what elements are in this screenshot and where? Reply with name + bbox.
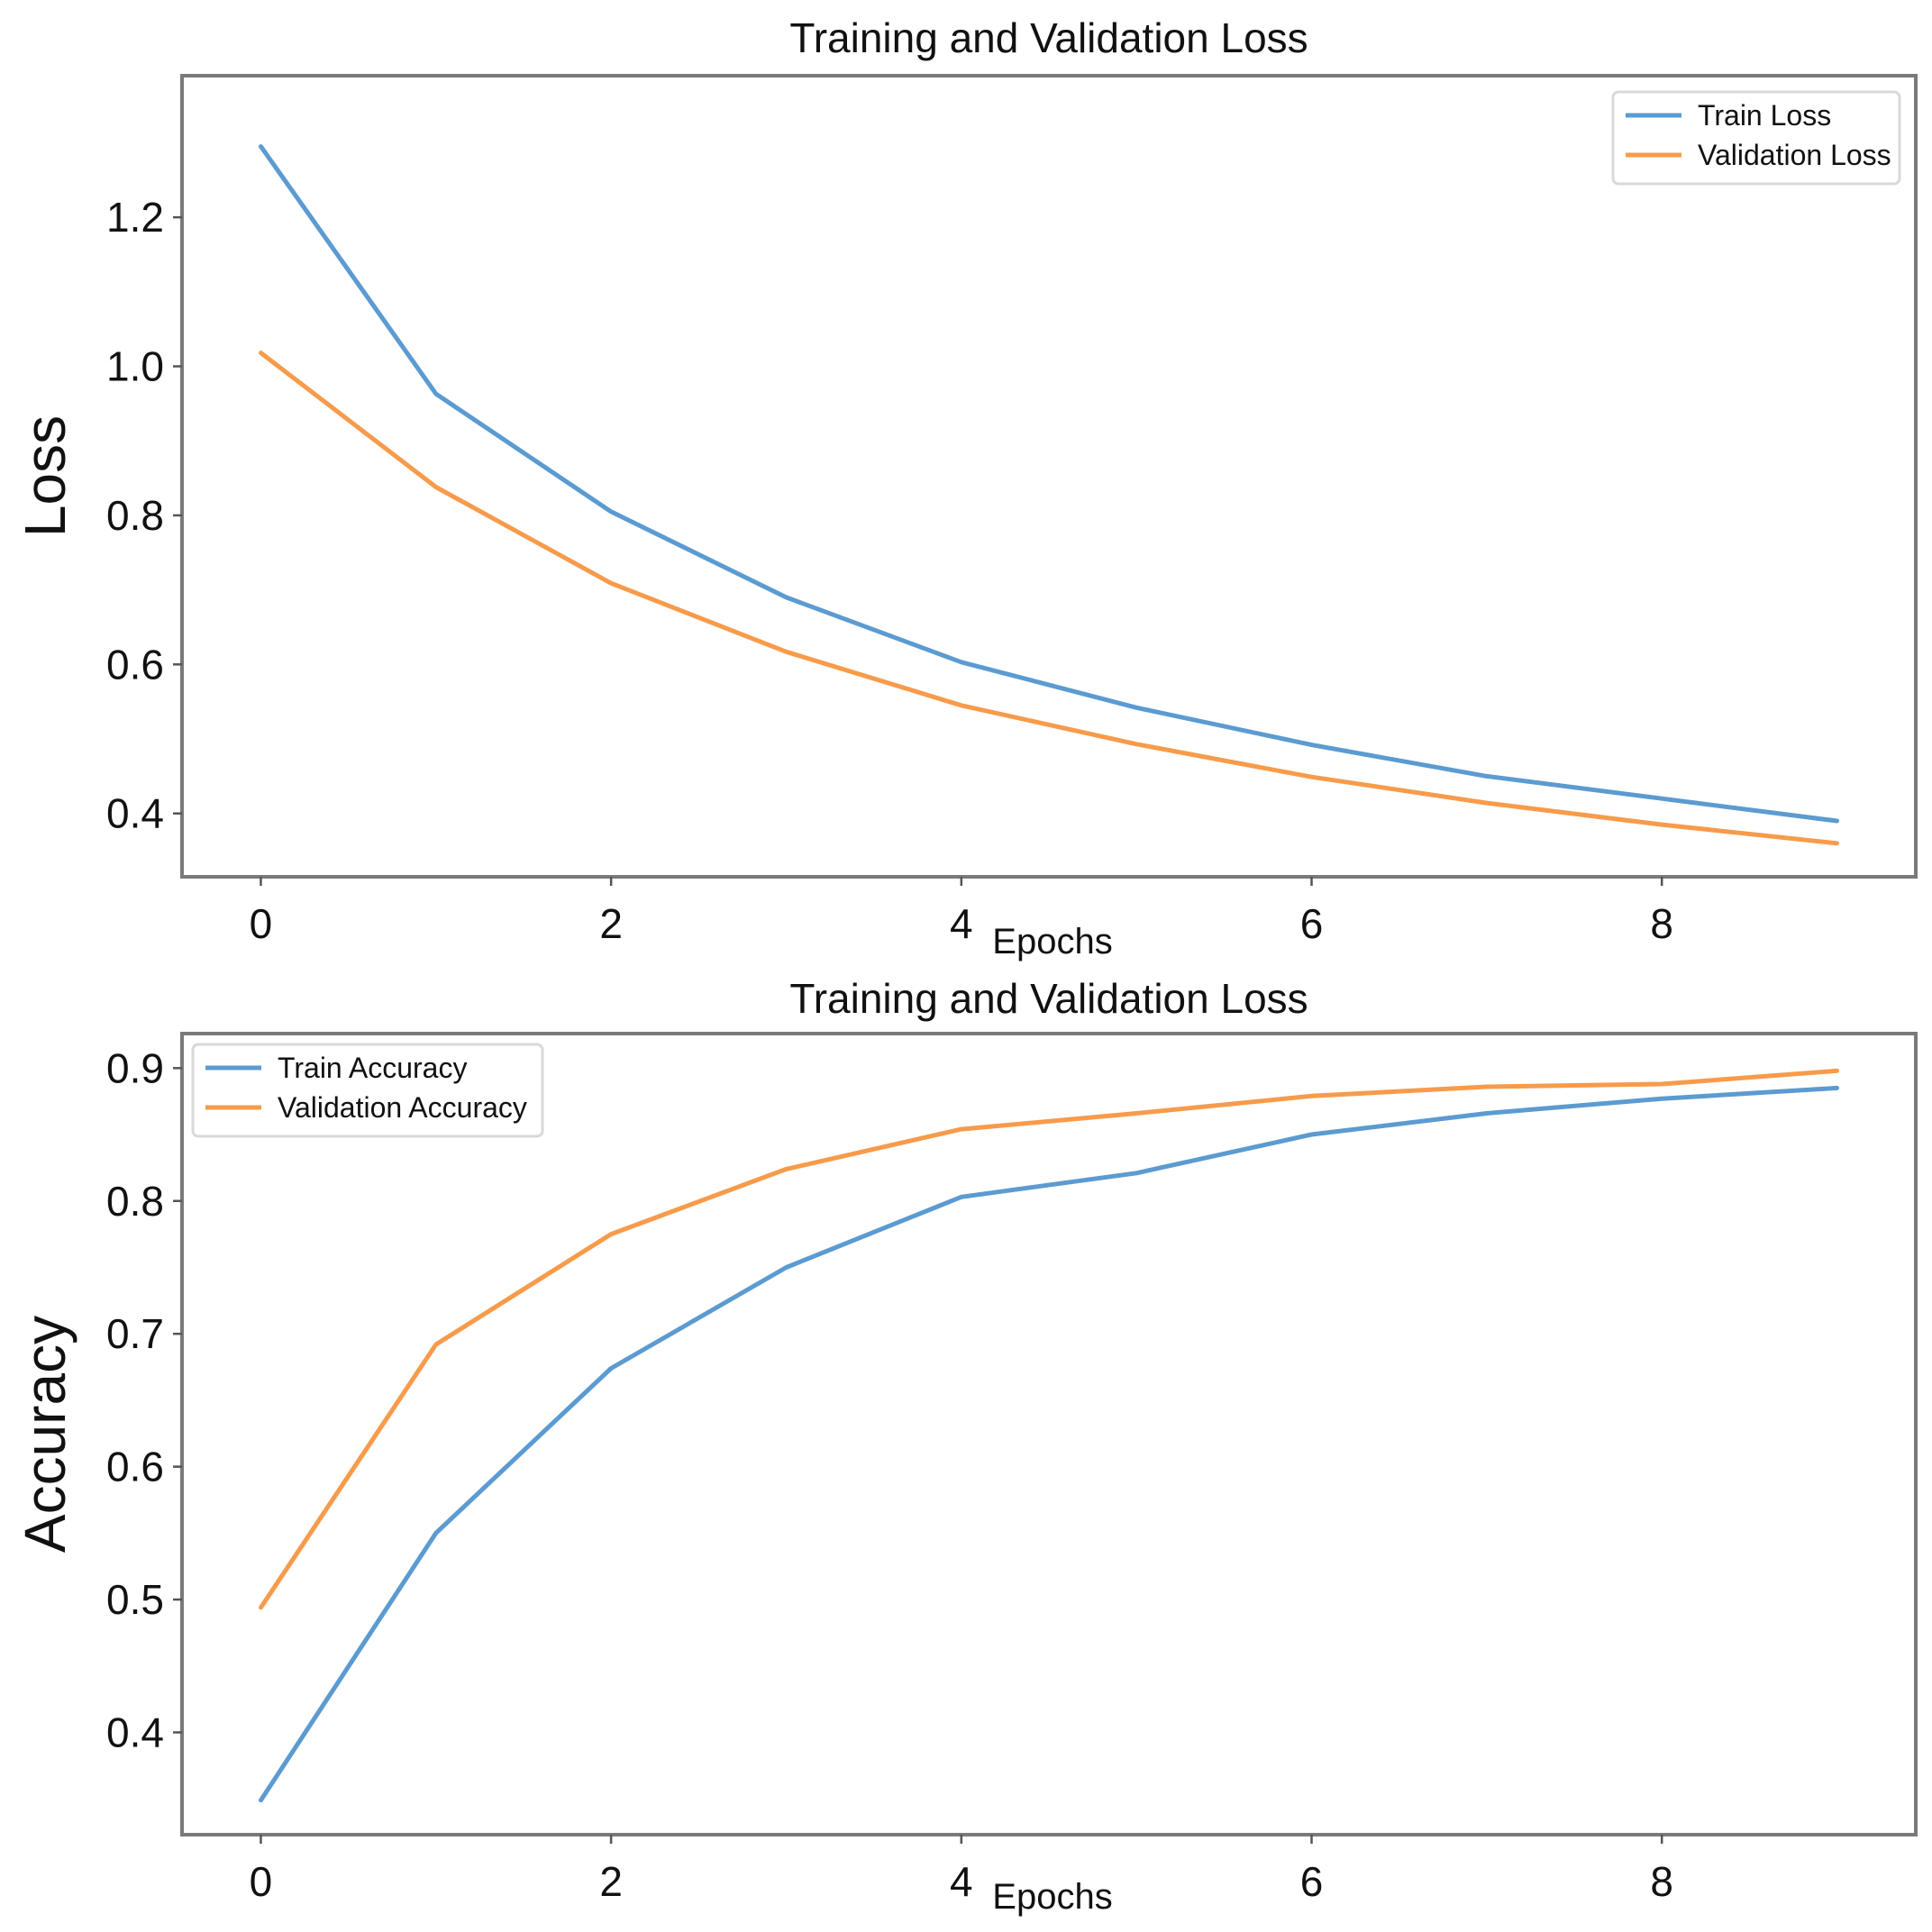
series-line-train-accuracy [259,1085,1839,1803]
plot-area [259,1068,1839,1803]
x-axis-label: Epochs [992,1877,1112,1917]
x-tick-label: 6 [1300,1858,1324,1905]
axes-frame [180,74,1918,879]
y-tick-label: 1.0 [106,343,164,390]
x-tick-label: 8 [1650,900,1673,947]
x-tick-label: 4 [950,1858,973,1905]
legend: Train Accuracy Validation Accuracy [191,1043,544,1138]
loss-chart: Training and Validation Loss Loss Epochs 0 2… [13,14,1918,961]
x-tick-label: 0 [250,900,273,947]
accuracy-chart: Training and Validation Loss Accuracy Epoc… [13,975,1918,1917]
plot-area [259,144,1839,846]
x-axis-label: Epochs [992,922,1112,961]
y-tick-label: 0.8 [106,492,164,539]
legend-label: Validation Loss [1698,139,1891,171]
x-tick-label: 2 [599,900,623,947]
legend-label: Train Loss [1698,99,1831,132]
y-tick-label: 0.9 [106,1044,164,1091]
legend: Train Loss Validation Loss [1611,90,1901,186]
y-tick-label: 0.4 [106,1709,164,1755]
series-line-validation-accuracy [259,1068,1839,1610]
x-tick-label: 6 [1300,900,1324,947]
y-axis-label: Accuracy [13,1316,77,1553]
legend-label: Validation Accuracy [278,1091,527,1124]
y-axis-label: Loss [13,415,77,537]
x-tick-label: 8 [1650,1858,1673,1905]
axes-frame [180,1032,1918,1836]
x-tick-label: 4 [950,900,973,947]
chart-title: Training and Validation Loss [789,14,1308,61]
y-tick-label: 0.6 [106,1444,164,1490]
legend-box [191,1043,544,1138]
x-tick-label: 0 [250,1858,273,1905]
y-tick-label: 0.7 [106,1310,164,1357]
y-tick-label: 0.6 [106,641,164,688]
x-tick-label: 2 [599,1858,623,1905]
chart-title: Training and Validation Loss [789,975,1308,1022]
y-tick-label: 0.4 [106,790,164,837]
legend-label: Train Accuracy [278,1052,467,1084]
y-tick-label: 0.5 [106,1576,164,1623]
series-line-train-loss [259,144,1839,824]
y-tick-label: 1.2 [106,194,164,241]
y-tick-label: 0.8 [106,1178,164,1225]
legend-box [1611,90,1901,186]
series-line-validation-loss [259,351,1839,846]
